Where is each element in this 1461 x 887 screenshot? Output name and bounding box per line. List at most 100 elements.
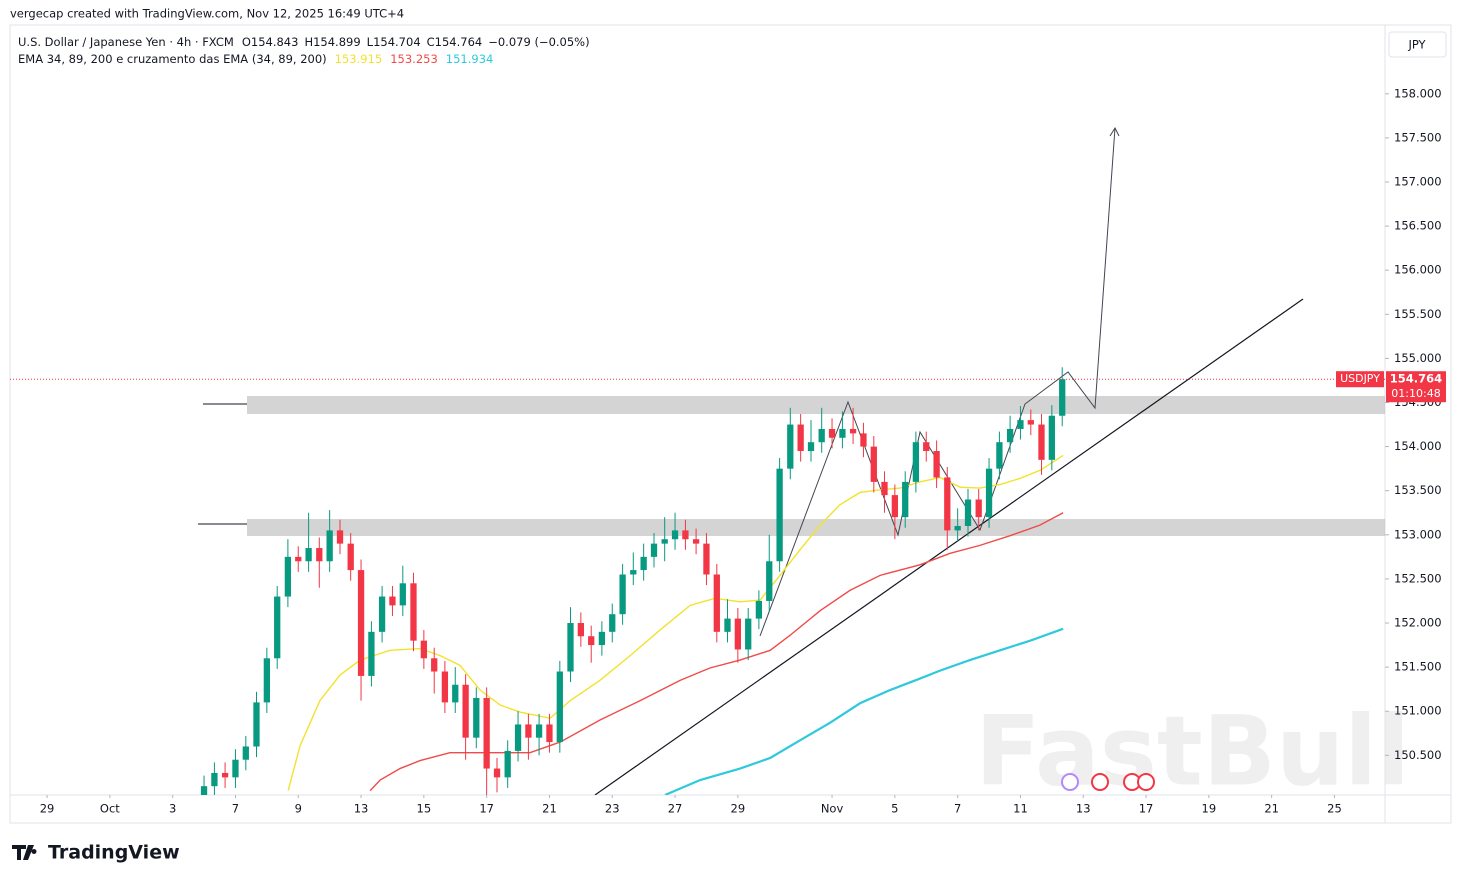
x-tick-label: Nov — [821, 802, 844, 816]
candle-body — [598, 631, 606, 646]
candle-body — [671, 530, 679, 540]
candle-body — [734, 618, 741, 650]
candle-body — [923, 442, 930, 452]
indicator-value: 153.915 — [335, 52, 383, 66]
candle-body — [839, 428, 846, 438]
candle-body — [692, 539, 700, 544]
x-tick-label: 17 — [479, 802, 494, 816]
candle-body — [420, 640, 427, 659]
currency-button[interactable] — [1388, 31, 1447, 58]
candle-body — [870, 446, 877, 482]
candle-body — [305, 548, 312, 562]
candle-body — [483, 697, 490, 769]
event-icons — [1061, 773, 1155, 791]
candle-body — [912, 442, 920, 482]
support-zone — [247, 519, 1385, 536]
candle-body — [944, 477, 951, 531]
candle-body — [295, 556, 302, 562]
y-tick-label: 155.500 — [1394, 307, 1442, 321]
watermark: FastBull — [975, 695, 1410, 807]
y-tick-label: 151.000 — [1394, 704, 1442, 718]
y-tick-label: 154.000 — [1394, 439, 1442, 453]
x-tick-label: 17 — [1139, 802, 1154, 816]
candle-body — [316, 548, 323, 562]
candle-body — [389, 596, 396, 606]
x-tick-label: 23 — [605, 802, 620, 816]
price-change: −0.079 (−0.05%) — [488, 35, 589, 49]
y-tick-label: 155.000 — [1394, 351, 1442, 365]
candle-body — [357, 570, 365, 676]
ema-line — [369, 512, 1064, 792]
candle-body — [336, 530, 344, 544]
candle-body — [996, 442, 1003, 469]
candle-body — [577, 623, 584, 637]
x-tick-label: 11 — [1013, 802, 1028, 816]
symbol-tag-label: USDJPY — [1340, 372, 1380, 385]
ohlc-value: 154.843 — [251, 35, 299, 49]
y-tick-label: 156.500 — [1394, 219, 1442, 233]
x-tick-label: 25 — [1327, 802, 1342, 816]
y-tick-label: 157.000 — [1394, 174, 1442, 188]
price-tag-countdown: 01:10:48 — [1391, 387, 1440, 400]
candle-body — [410, 583, 417, 641]
indicator-value: 151.934 — [446, 52, 494, 66]
candle-body — [964, 499, 972, 526]
plot-area — [10, 126, 1385, 795]
event-icon — [1137, 773, 1155, 791]
candle-body — [682, 530, 689, 540]
indicator-legend: EMA 34, 89, 200 e cruzamento das EMA (34… — [18, 52, 493, 66]
candle-body — [284, 556, 292, 597]
y-tick-label: 156.000 — [1394, 263, 1442, 277]
candle-body — [504, 750, 511, 778]
x-tick-label: 19 — [1202, 802, 1217, 816]
y-tick-label: 152.000 — [1394, 616, 1442, 630]
candle-body — [588, 636, 595, 646]
x-tick-label: Oct — [100, 802, 120, 816]
candle-body — [755, 600, 763, 619]
y-tick-label: 158.000 — [1394, 86, 1442, 100]
candle-body — [776, 468, 783, 562]
candle-body — [828, 428, 836, 438]
price-tag-value: 154.764 — [1390, 372, 1442, 386]
ema-line — [664, 627, 1064, 795]
x-tick-label: 27 — [668, 802, 683, 816]
candle-body — [556, 671, 563, 743]
ohlc-key: H — [304, 35, 313, 49]
candle-body — [954, 525, 961, 531]
x-tick-label: 13 — [354, 802, 369, 816]
candle-body — [452, 684, 459, 703]
candle-body — [535, 724, 543, 738]
x-tick-label: 5 — [891, 802, 898, 816]
candle-body — [661, 539, 668, 544]
candle-body — [462, 684, 469, 738]
candle-body — [713, 574, 720, 632]
candle-body — [881, 481, 888, 496]
x-tick-label: 21 — [1264, 802, 1279, 816]
ohlc-value: 154.764 — [435, 35, 483, 49]
candle-body — [242, 746, 249, 760]
currency-label[interactable]: JPY — [1407, 38, 1426, 52]
candle-body — [1027, 420, 1034, 425]
brand-logo — [12, 845, 37, 860]
candle-body — [797, 424, 804, 452]
candle-body — [431, 658, 438, 672]
event-icon — [1061, 773, 1079, 791]
ohlc-key: O — [242, 35, 251, 49]
symbol-tag — [1336, 371, 1384, 388]
arrow-head — [1109, 126, 1120, 137]
candle-body — [493, 768, 501, 778]
candle-body — [640, 556, 647, 571]
candle-body — [619, 574, 626, 615]
candle-body — [609, 614, 616, 632]
candle-body — [860, 433, 867, 447]
y-tick-label: 157.500 — [1394, 130, 1442, 144]
trend-line — [594, 298, 1304, 795]
candle-body — [567, 623, 574, 672]
candle-body — [891, 495, 898, 518]
x-tick-label: 29 — [731, 802, 746, 816]
y-tick-label: 153.500 — [1394, 483, 1442, 497]
author-line: vergecap created with TradingView.com, N… — [10, 7, 404, 21]
candle-body — [1006, 428, 1014, 443]
ema-line — [287, 454, 1064, 791]
